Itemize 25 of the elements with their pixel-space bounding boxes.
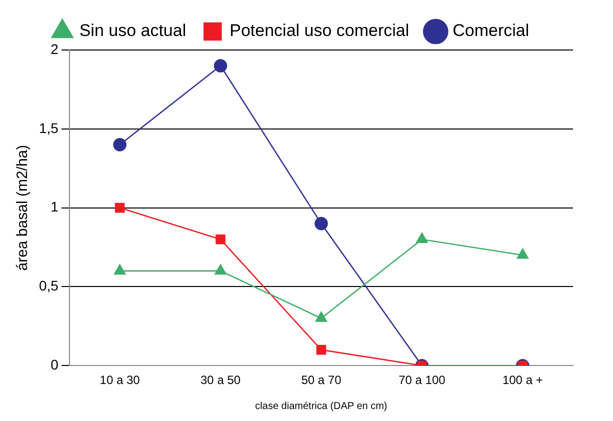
point xyxy=(214,59,228,72)
x-tick-label: 30 a 50 xyxy=(200,373,241,388)
x-tick-label: 10 a 30 xyxy=(100,373,140,388)
point xyxy=(114,264,126,275)
x-axis-title: clase diamétrica (DAP en cm) xyxy=(255,400,388,412)
x-tick-label: 50 a 70 xyxy=(301,373,342,388)
point xyxy=(114,202,125,213)
point xyxy=(315,312,328,322)
point xyxy=(113,138,126,152)
point xyxy=(214,264,226,275)
legend-label: Potencial uso comercial xyxy=(230,21,410,40)
legend-label: Sin uso actual xyxy=(79,21,186,40)
y-tick-label: 2 xyxy=(50,40,59,57)
point xyxy=(216,234,226,244)
point xyxy=(416,232,428,244)
y-tick-label: 1 xyxy=(50,198,59,215)
y-tick-label: 1,5 xyxy=(38,120,59,136)
x-tick-label: 100 a + xyxy=(502,373,543,388)
y-axis-title: área basal (m2/ha) xyxy=(14,144,32,271)
point xyxy=(516,248,528,259)
x-tick-label: 70 a 100 xyxy=(398,373,446,388)
y-tick-label: 0 xyxy=(50,356,59,372)
y-tick-label: 0,5 xyxy=(38,278,59,294)
point xyxy=(314,216,328,230)
legend-label: Comercial xyxy=(452,21,530,40)
